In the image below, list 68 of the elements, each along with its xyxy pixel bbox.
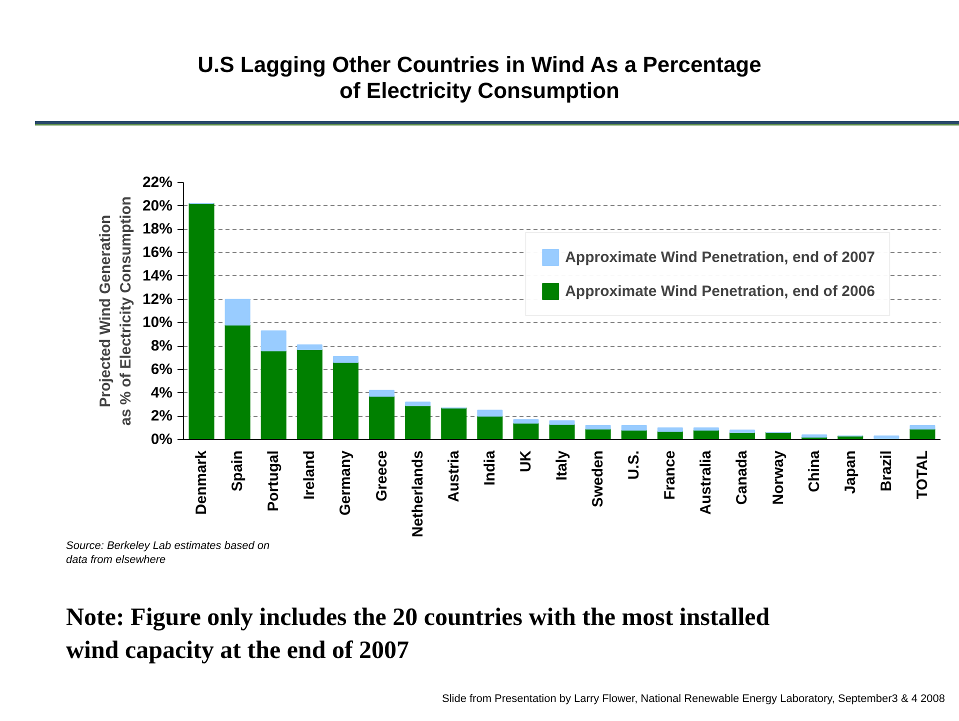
y-tick-label: 14% <box>142 267 173 284</box>
x-tick-label: U.S. <box>626 450 643 480</box>
x-tick-label: Netherlands <box>409 450 426 538</box>
x-tick-label: Denmark <box>193 450 210 515</box>
x-tick-label: Ireland <box>301 450 318 500</box>
y-tick-label: 22% <box>142 174 173 191</box>
legend-label: Approximate Wind Penetration, end of 2006 <box>565 282 875 300</box>
y-axis-title: Projected Wind Generation as % of Electricity Consumption <box>97 196 134 426</box>
y-tick-label: 6% <box>150 360 173 378</box>
bar <box>910 424 936 430</box>
bar <box>657 427 683 432</box>
x-tick-label: Greece <box>373 450 390 502</box>
x-tick-label: Canada <box>734 450 751 505</box>
x-tick-label: Portugal <box>265 450 282 512</box>
bar <box>260 330 286 352</box>
bar <box>332 362 358 440</box>
bar <box>802 434 828 438</box>
y-tick-label: 20% <box>142 197 173 214</box>
bar <box>693 427 719 431</box>
bar <box>260 350 286 440</box>
bar <box>874 435 900 440</box>
y-tick-label: 0% <box>150 431 173 448</box>
bar <box>477 410 503 417</box>
y-tick-label: 10% <box>142 314 173 332</box>
text: Slide from Presentation by Larry Flower, National Renewable Energy Laboratory, September3 & 4 2008 <box>440 692 945 707</box>
bar <box>549 424 575 440</box>
y-tick-label: 12% <box>142 290 173 308</box>
x-tick-label: Austria <box>445 450 462 502</box>
bar <box>224 324 250 440</box>
x-tick-label: Germany <box>337 450 354 516</box>
bar <box>621 424 647 431</box>
x-tick-label: France <box>662 450 679 500</box>
x-tick-label: Norway <box>770 450 787 505</box>
y-tick-label: 4% <box>150 384 173 402</box>
x-tick-label: China <box>806 450 823 492</box>
bar <box>441 407 467 440</box>
x-tick-label: India <box>481 450 498 486</box>
x-tick-label: UK <box>517 450 534 472</box>
legend-label: Approximate Wind Penetration, end of 2007 <box>565 248 875 266</box>
bar <box>224 298 250 326</box>
bar <box>369 390 395 397</box>
text: Note: Figure only includes the 20 countries with the most installed wind capacity at the end of 2007 <box>65 603 771 666</box>
x-tick-label: Sweden <box>590 450 607 508</box>
bar <box>549 420 575 425</box>
x-tick-label: Brazil <box>878 450 895 492</box>
x-tick-label: TOTAL <box>914 450 931 500</box>
bar <box>296 344 322 350</box>
bar <box>369 396 395 440</box>
source-note: Source: Berkeley Lab estimates based on data from elsewhere <box>65 540 271 568</box>
bar <box>405 402 431 406</box>
x-tick-label: Japan <box>842 450 859 494</box>
y-tick-label: 8% <box>150 338 173 355</box>
bar <box>585 424 611 430</box>
x-tick-label: Spain <box>229 450 246 492</box>
bar <box>513 422 539 440</box>
bar <box>513 419 539 424</box>
bar <box>296 349 322 440</box>
chart-title: U.S Lagging Other Countries in Wind As a Percentage of Electricity Consumption <box>196 51 762 105</box>
y-tick-label: 16% <box>142 244 173 262</box>
y-tick-label: 18% <box>142 220 173 238</box>
bar <box>188 203 214 440</box>
bar <box>729 430 755 433</box>
bar <box>477 416 503 440</box>
bar <box>405 405 431 440</box>
y-tick-label: 2% <box>150 408 173 425</box>
x-tick-label: Australia <box>698 450 715 515</box>
x-tick-label: Italy <box>554 450 570 481</box>
bar <box>332 356 358 363</box>
